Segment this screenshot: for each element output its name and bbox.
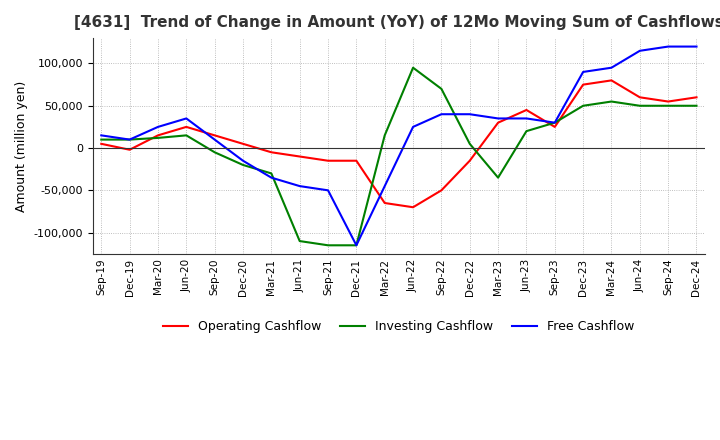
Operating Cashflow	[465, 158, 474, 163]
Free Cashflow	[579, 69, 588, 74]
Free Cashflow	[692, 44, 701, 49]
Free Cashflow	[182, 116, 191, 121]
Investing Cashflow	[182, 133, 191, 138]
Line: Free Cashflow: Free Cashflow	[102, 47, 696, 245]
Operating Cashflow	[153, 133, 162, 138]
Free Cashflow	[664, 44, 672, 49]
Free Cashflow	[125, 137, 134, 142]
Free Cashflow	[465, 112, 474, 117]
Operating Cashflow	[636, 95, 644, 100]
Investing Cashflow	[324, 242, 333, 248]
Operating Cashflow	[267, 150, 276, 155]
Free Cashflow	[267, 175, 276, 180]
Investing Cashflow	[125, 137, 134, 142]
Operating Cashflow	[352, 158, 361, 163]
Line: Investing Cashflow: Investing Cashflow	[102, 68, 696, 245]
Investing Cashflow	[210, 150, 219, 155]
Operating Cashflow	[324, 158, 333, 163]
Title: [4631]  Trend of Change in Amount (YoY) of 12Mo Moving Sum of Cashflows: [4631] Trend of Change in Amount (YoY) o…	[74, 15, 720, 30]
Free Cashflow	[97, 133, 106, 138]
Operating Cashflow	[494, 120, 503, 125]
Investing Cashflow	[97, 137, 106, 142]
Operating Cashflow	[125, 147, 134, 152]
Free Cashflow	[607, 65, 616, 70]
Investing Cashflow	[437, 86, 446, 92]
Operating Cashflow	[522, 107, 531, 113]
Investing Cashflow	[238, 162, 247, 168]
Investing Cashflow	[153, 135, 162, 140]
Investing Cashflow	[380, 133, 389, 138]
Investing Cashflow	[352, 242, 361, 248]
Free Cashflow	[380, 183, 389, 189]
Y-axis label: Amount (million yen): Amount (million yen)	[15, 81, 28, 212]
Operating Cashflow	[409, 205, 418, 210]
Operating Cashflow	[380, 200, 389, 205]
Investing Cashflow	[465, 141, 474, 147]
Investing Cashflow	[579, 103, 588, 108]
Operating Cashflow	[182, 124, 191, 129]
Free Cashflow	[551, 120, 559, 125]
Operating Cashflow	[664, 99, 672, 104]
Operating Cashflow	[238, 141, 247, 147]
Legend: Operating Cashflow, Investing Cashflow, Free Cashflow: Operating Cashflow, Investing Cashflow, …	[158, 315, 639, 338]
Operating Cashflow	[692, 95, 701, 100]
Free Cashflow	[324, 188, 333, 193]
Operating Cashflow	[579, 82, 588, 87]
Investing Cashflow	[607, 99, 616, 104]
Operating Cashflow	[607, 78, 616, 83]
Investing Cashflow	[522, 128, 531, 134]
Free Cashflow	[494, 116, 503, 121]
Free Cashflow	[437, 112, 446, 117]
Operating Cashflow	[437, 188, 446, 193]
Line: Operating Cashflow: Operating Cashflow	[102, 81, 696, 207]
Free Cashflow	[522, 116, 531, 121]
Investing Cashflow	[295, 238, 304, 244]
Investing Cashflow	[692, 103, 701, 108]
Free Cashflow	[352, 242, 361, 248]
Operating Cashflow	[551, 124, 559, 129]
Operating Cashflow	[210, 133, 219, 138]
Free Cashflow	[295, 183, 304, 189]
Free Cashflow	[153, 124, 162, 129]
Investing Cashflow	[494, 175, 503, 180]
Free Cashflow	[636, 48, 644, 53]
Free Cashflow	[409, 124, 418, 129]
Operating Cashflow	[97, 141, 106, 147]
Operating Cashflow	[295, 154, 304, 159]
Investing Cashflow	[267, 171, 276, 176]
Investing Cashflow	[409, 65, 418, 70]
Free Cashflow	[238, 158, 247, 163]
Investing Cashflow	[664, 103, 672, 108]
Investing Cashflow	[551, 120, 559, 125]
Free Cashflow	[210, 137, 219, 142]
Investing Cashflow	[636, 103, 644, 108]
